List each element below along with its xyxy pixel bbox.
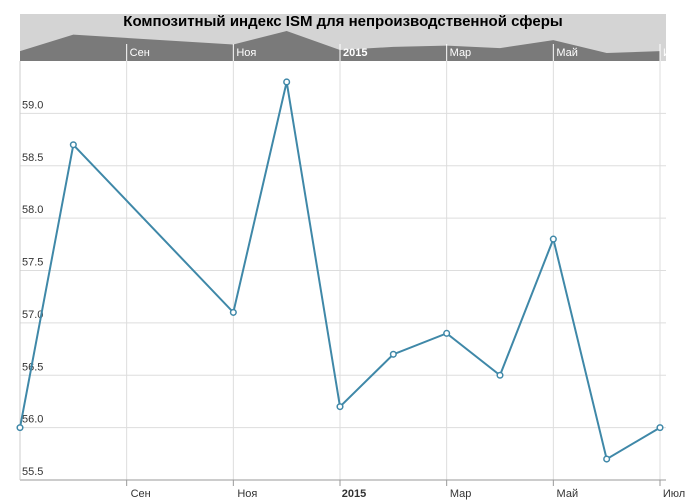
chart-title: Композитный индекс ISM для непроизводств… — [123, 13, 562, 30]
x-tick-label: Май — [557, 488, 579, 500]
x-tick-label: Июл — [663, 488, 685, 500]
data-point — [229, 308, 237, 316]
y-tick-label: 59.0 — [22, 99, 43, 111]
x-tick-label: Сен — [131, 488, 151, 500]
data-point — [283, 78, 291, 86]
data-point — [389, 350, 397, 358]
navigator-label: Май — [556, 47, 578, 59]
data-point — [496, 371, 504, 379]
plot: 55.5 56.0 56.5 57.0 57.5 58.0 58.5 59.0 Сен Ноя 20… — [16, 61, 685, 500]
navigator-area — [20, 31, 660, 61]
y-tick-label: 55.5 — [22, 466, 43, 478]
y-tick-label: 56.5 — [22, 361, 43, 373]
data-point — [656, 424, 664, 432]
x-tick-label: Мар — [450, 488, 472, 500]
data-point — [549, 235, 557, 243]
navigator-label: 2015 — [343, 47, 367, 59]
y-tick-label: 58.0 — [22, 204, 43, 216]
navigator: Сен Ноя 2015 Мар Май Июл — [20, 31, 685, 61]
navigator-label: Мар — [450, 47, 472, 59]
data-point — [16, 424, 24, 432]
y-tick-label: 57.0 — [22, 309, 43, 321]
y-tick-label: 57.5 — [22, 257, 43, 269]
data-point — [603, 455, 611, 463]
navigator-label: Сен — [130, 47, 150, 59]
navigator-label: Июл — [663, 47, 685, 59]
data-point — [336, 403, 344, 411]
navigator-label: Ноя — [236, 47, 256, 59]
x-tick-label: 2015 — [342, 488, 366, 500]
y-tick-label: 56.0 — [22, 414, 43, 426]
x-tick-label: Ноя — [237, 488, 257, 500]
data-point — [443, 329, 451, 337]
data-point — [69, 141, 77, 149]
y-tick-label: 58.5 — [22, 152, 43, 164]
